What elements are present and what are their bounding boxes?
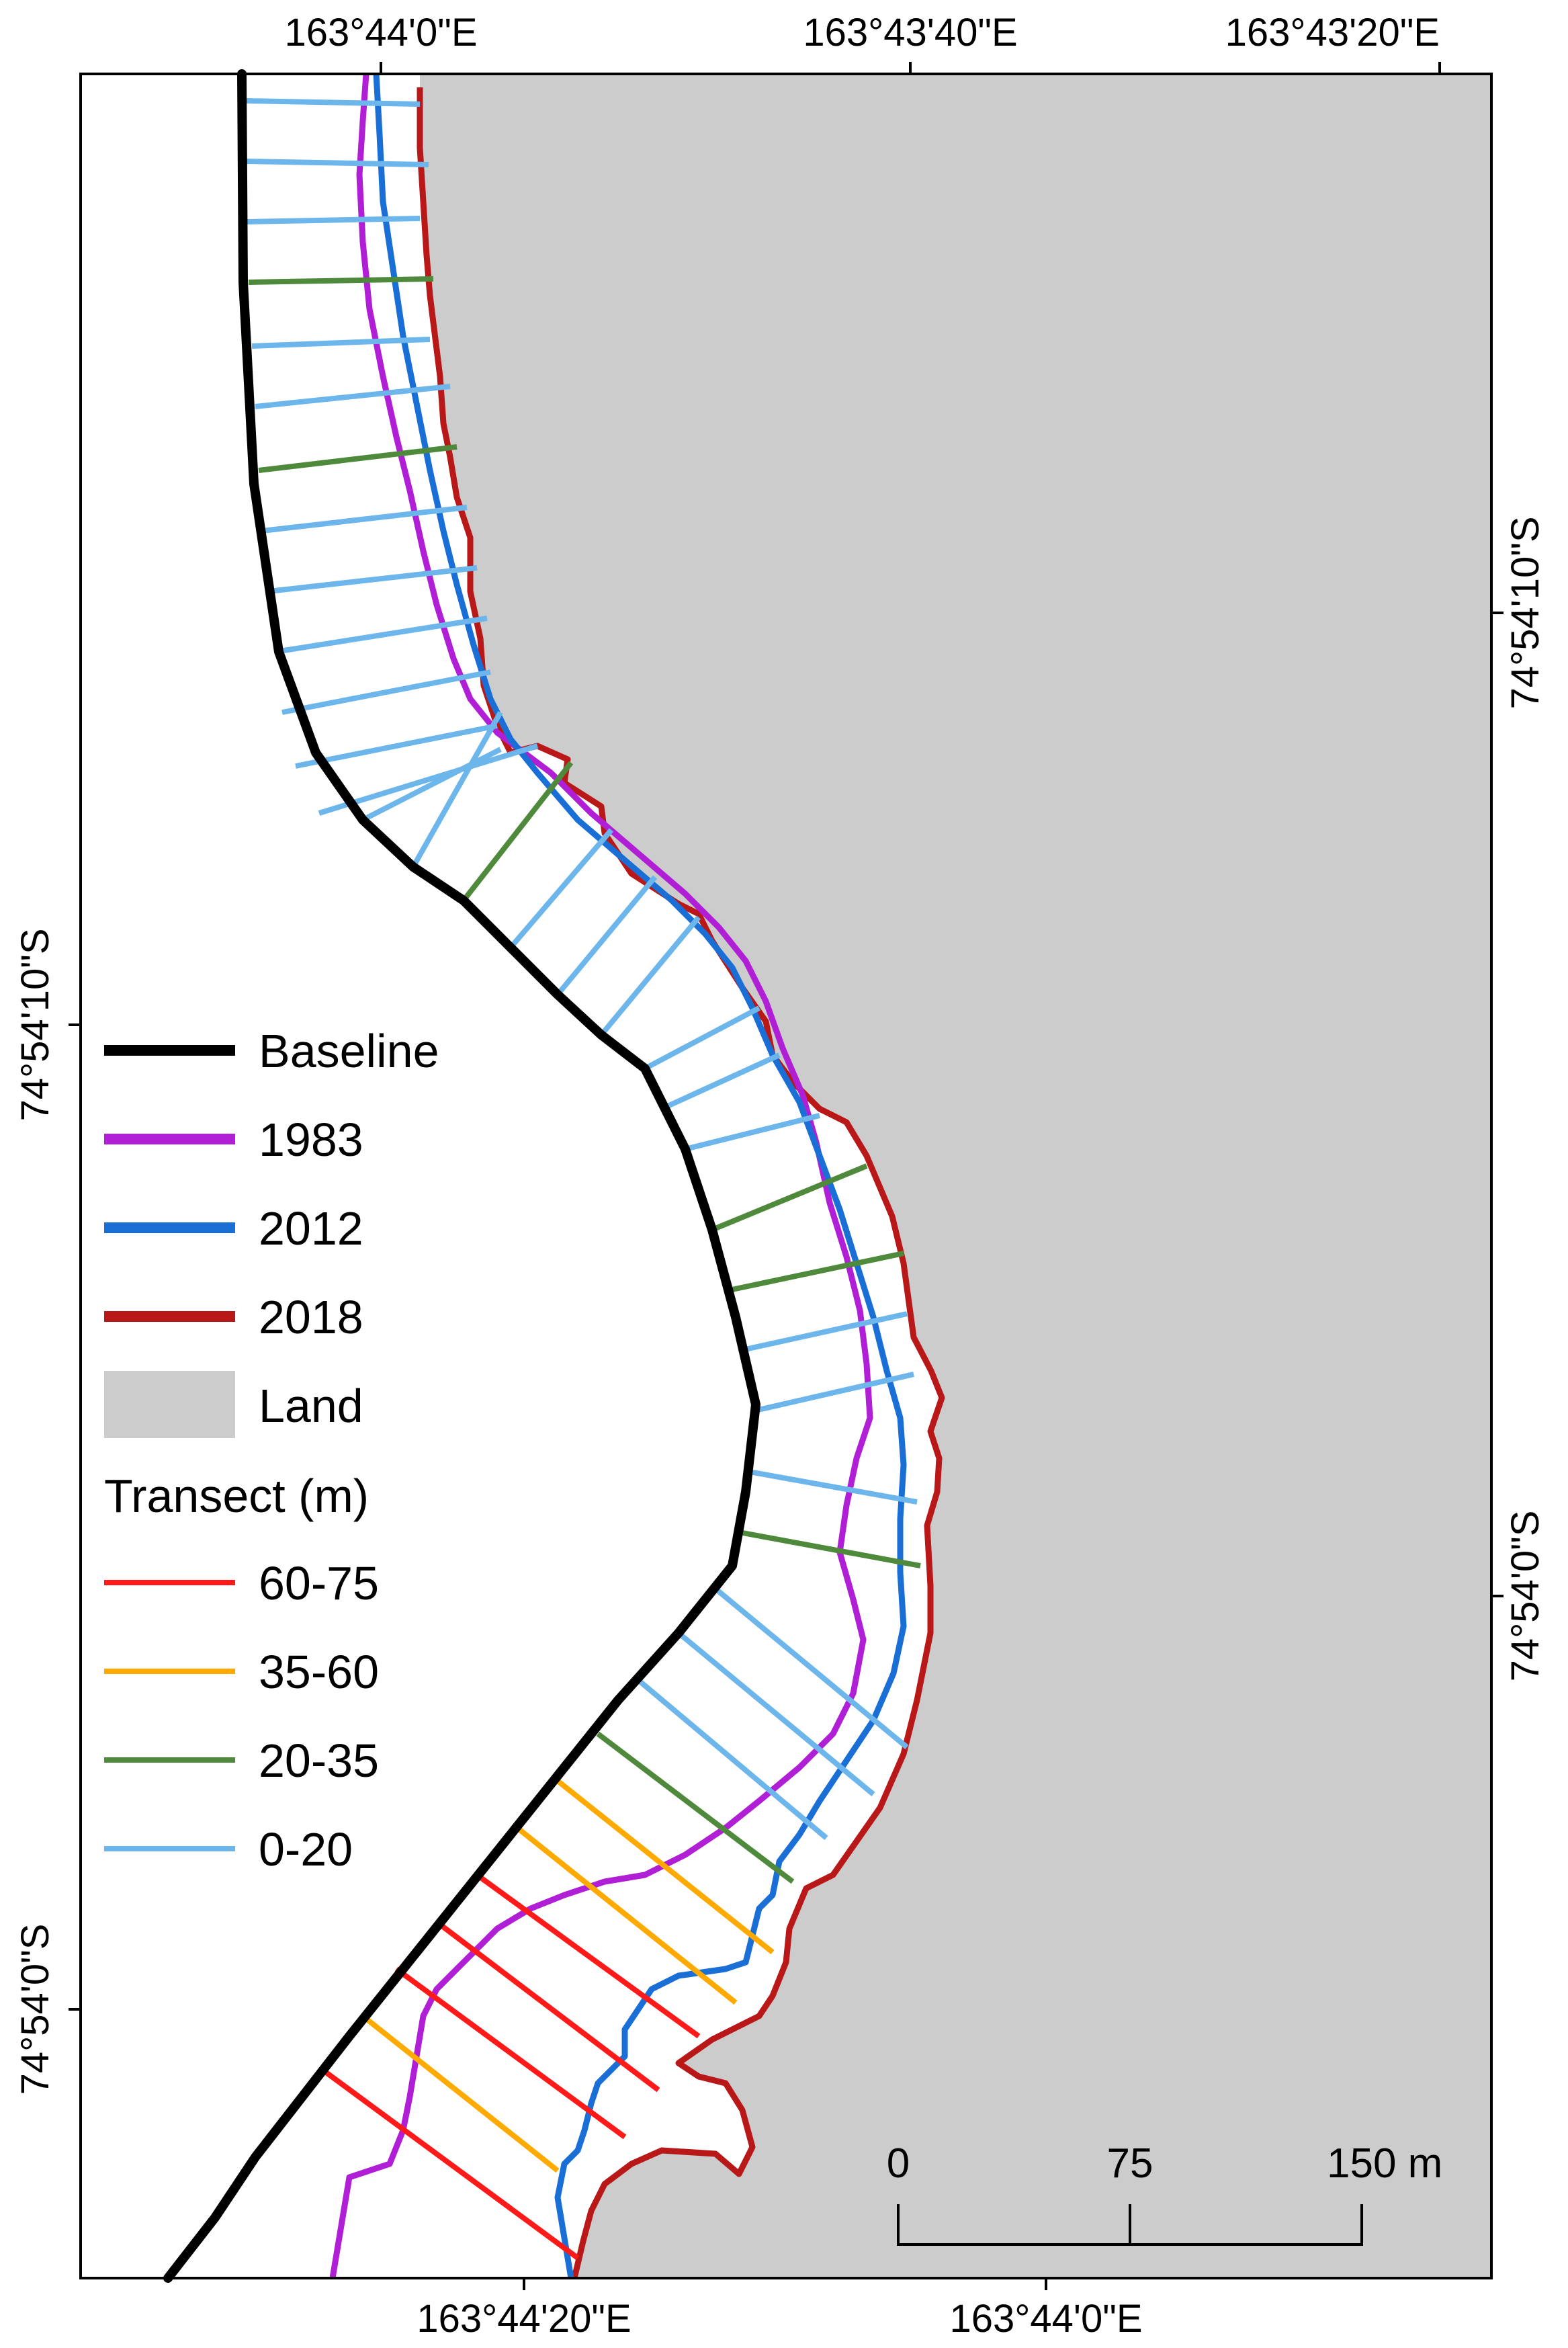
top-axis-label: 163°43'20"E bbox=[1225, 11, 1440, 54]
shoreline-1983 bbox=[329, 73, 873, 2279]
transect-line bbox=[247, 216, 421, 224]
transect-line bbox=[636, 1677, 828, 1841]
transect-line bbox=[508, 828, 614, 950]
transect-line bbox=[268, 565, 478, 594]
legend-label-land: Land bbox=[259, 1380, 363, 1432]
transect-line bbox=[685, 1113, 820, 1152]
transect-line bbox=[245, 98, 421, 107]
legend: Baseline 1983 2012 2018 Land Transect (m… bbox=[104, 1025, 439, 1876]
transect-line bbox=[599, 915, 701, 1037]
transect-line bbox=[728, 1251, 904, 1293]
transect-line bbox=[435, 1919, 660, 2093]
transect-line bbox=[245, 159, 429, 167]
transect-line bbox=[251, 337, 431, 349]
transect-line bbox=[255, 384, 451, 409]
baseline bbox=[163, 69, 760, 2283]
scale-bar: 0 75 150 m bbox=[887, 2140, 1442, 2246]
transect-line bbox=[556, 1778, 775, 1955]
legend-label-baseline: Baseline bbox=[259, 1025, 439, 1077]
transect-line bbox=[711, 1163, 868, 1232]
transect-line bbox=[644, 1005, 760, 1071]
transect-line bbox=[258, 444, 458, 473]
transect-line bbox=[677, 1630, 875, 1797]
map-frame-border bbox=[79, 73, 1493, 2279]
transect-layer bbox=[245, 98, 921, 2261]
bottom-axis-label: 163°44'0"E bbox=[949, 2297, 1142, 2341]
transect-line bbox=[738, 1529, 921, 1568]
scale-label-75: 75 bbox=[1107, 2140, 1153, 2187]
transect-line bbox=[295, 723, 498, 769]
legend-swatch-land bbox=[104, 1371, 235, 1438]
legend-label-1983: 1983 bbox=[259, 1114, 363, 1166]
top-axis-label: 163°44'0"E bbox=[284, 11, 477, 54]
top-axis-label: 163°43'40"E bbox=[803, 11, 1017, 54]
transect-line bbox=[261, 505, 468, 534]
axis-ticks bbox=[69, 62, 1504, 2290]
transect-line bbox=[738, 1311, 908, 1353]
legend-label-transect-60-75: 60-75 bbox=[259, 1557, 379, 1609]
right-axis-label: 74°54'0"S bbox=[1504, 1511, 1547, 1682]
transect-line bbox=[248, 276, 434, 285]
right-axis-label: 74°54'10"S bbox=[1504, 516, 1547, 709]
transect-line bbox=[752, 1372, 914, 1414]
transect-line bbox=[748, 1469, 918, 1505]
legend-transect-title: Transect (m) bbox=[104, 1470, 369, 1522]
legend-label-transect-20-35: 20-35 bbox=[259, 1734, 379, 1787]
transect-line bbox=[710, 1583, 909, 1750]
transect-line bbox=[515, 1825, 738, 2005]
scale-label-0: 0 bbox=[887, 2140, 910, 2187]
legend-label-transect-35-60: 35-60 bbox=[259, 1646, 379, 1698]
transect-line bbox=[596, 1731, 795, 1884]
left-axis-label: 74°54'10"S bbox=[13, 928, 57, 1121]
legend-label-transect-0-20: 0-20 bbox=[259, 1823, 353, 1876]
scale-label-150: 150 m bbox=[1327, 2140, 1442, 2187]
transect-line bbox=[461, 761, 574, 903]
transect-line bbox=[660, 1052, 781, 1112]
transect-line bbox=[410, 711, 503, 868]
transect-line bbox=[281, 669, 491, 715]
shoreline-2012 bbox=[373, 73, 907, 2279]
transect-line bbox=[475, 1872, 701, 2039]
shoreline-2018 bbox=[417, 87, 945, 2279]
bottom-axis-label: 163°44'20"E bbox=[417, 2297, 631, 2341]
left-axis-label: 74°54'0"S bbox=[13, 1924, 57, 2095]
legend-label-2012: 2012 bbox=[259, 1202, 363, 1255]
transect-line bbox=[361, 2013, 560, 2173]
transect-line bbox=[361, 747, 502, 823]
land-area bbox=[420, 74, 1491, 2278]
transect-line bbox=[394, 1966, 627, 2140]
transect-line bbox=[320, 2067, 580, 2261]
transect-line bbox=[275, 616, 488, 655]
legend-label-2018: 2018 bbox=[259, 1291, 363, 1343]
transect-line bbox=[555, 875, 658, 997]
